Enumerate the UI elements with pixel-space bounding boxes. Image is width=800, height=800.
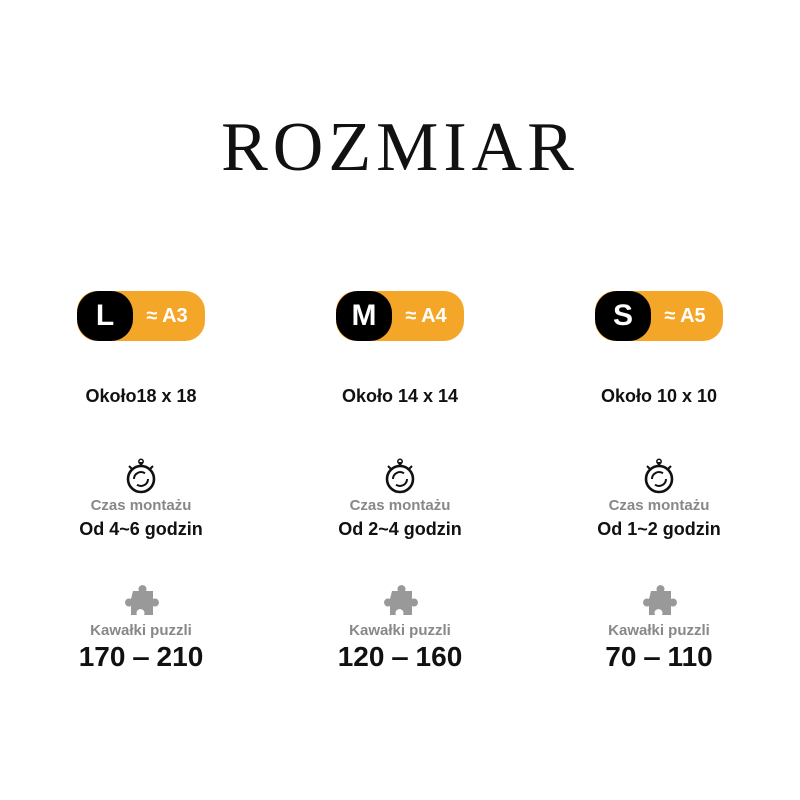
pieces-label: Kawałki puzzli <box>608 622 710 639</box>
paper-equivalent: ≈ A5 <box>664 305 706 327</box>
dimensions: Około 14 x 14 <box>341 386 459 406</box>
size-badge: S ≈ A5 <box>595 291 723 341</box>
pieces-label: Kawałki puzzli <box>90 622 192 639</box>
paper-equivalent: ≈ A4 <box>405 305 447 327</box>
puzzle-piece-icon <box>643 585 677 615</box>
time-label: Czas montażu <box>349 497 451 514</box>
size-column: L ≈ A3 Około18 x 18 Czas montażu Od 4~6 … <box>11 291 271 673</box>
size-letter: S <box>595 291 651 341</box>
size-column: M ≈ A4 Około 14 x 14 Czas montażu Od 2~4… <box>270 291 530 673</box>
assembly-time: Od 1~2 godzin <box>597 519 721 539</box>
stopwatch-icon <box>644 458 674 494</box>
size-column: S ≈ A5 Około 10 x 10 Czas montażu Od 1~2… <box>529 291 789 673</box>
dimensions: Około18 x 18 <box>85 386 197 406</box>
puzzle-piece-icon <box>125 585 159 615</box>
stopwatch-icon <box>385 458 415 494</box>
paper-equivalent: ≈ A3 <box>146 305 188 327</box>
time-label: Czas montażu <box>90 497 192 514</box>
piece-count: 120 ‒ 160 <box>337 641 463 672</box>
size-letter: L <box>77 291 133 341</box>
stopwatch-icon <box>126 458 156 494</box>
dimensions: Około 10 x 10 <box>600 386 718 406</box>
time-label: Czas montażu <box>608 497 710 514</box>
pieces-label: Kawałki puzzli <box>349 622 451 639</box>
size-letter: M <box>336 291 392 341</box>
assembly-time: Od 4~6 godzin <box>79 519 203 539</box>
page-title: ROZMIAR <box>221 109 579 186</box>
piece-count: 70 ‒ 110 <box>605 641 713 672</box>
puzzle-piece-icon <box>384 585 418 615</box>
assembly-time: Od 2~4 godzin <box>338 519 462 539</box>
size-badge: L ≈ A3 <box>77 291 205 341</box>
size-badge: M ≈ A4 <box>336 291 464 341</box>
piece-count: 170 ‒ 210 <box>78 641 204 672</box>
